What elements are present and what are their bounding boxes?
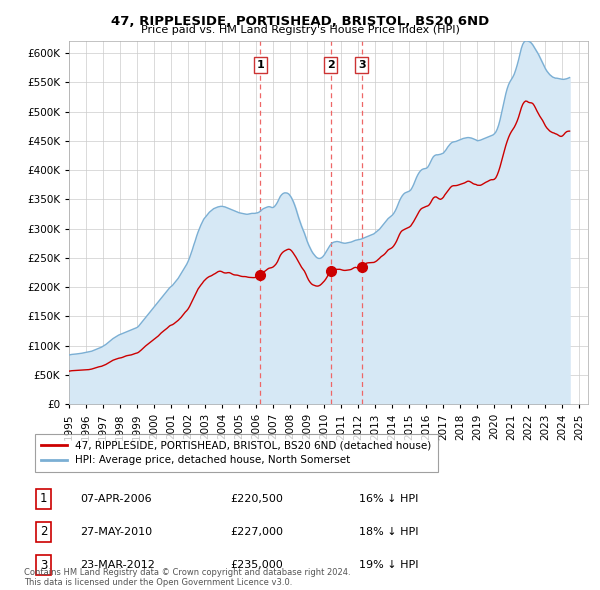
Text: 47, RIPPLESIDE, PORTISHEAD, BRISTOL, BS20 6ND: 47, RIPPLESIDE, PORTISHEAD, BRISTOL, BS2…	[111, 15, 489, 28]
Text: 07-APR-2006: 07-APR-2006	[80, 494, 151, 504]
Text: 3: 3	[40, 559, 47, 572]
Text: 2: 2	[40, 526, 47, 539]
Text: Contains HM Land Registry data © Crown copyright and database right 2024.
This d: Contains HM Land Registry data © Crown c…	[24, 568, 350, 587]
Text: £220,500: £220,500	[230, 494, 283, 504]
Text: 1: 1	[40, 492, 47, 506]
Text: 27-MAY-2010: 27-MAY-2010	[80, 527, 152, 537]
Text: 2: 2	[326, 60, 334, 70]
Text: 19% ↓ HPI: 19% ↓ HPI	[359, 560, 418, 570]
Text: £227,000: £227,000	[230, 527, 283, 537]
Text: Price paid vs. HM Land Registry's House Price Index (HPI): Price paid vs. HM Land Registry's House …	[140, 25, 460, 35]
Text: 18% ↓ HPI: 18% ↓ HPI	[359, 527, 418, 537]
Text: 16% ↓ HPI: 16% ↓ HPI	[359, 494, 418, 504]
Text: £235,000: £235,000	[230, 560, 283, 570]
Legend: 47, RIPPLESIDE, PORTISHEAD, BRISTOL, BS20 6ND (detached house), HPI: Average pri: 47, RIPPLESIDE, PORTISHEAD, BRISTOL, BS2…	[35, 434, 438, 471]
Text: 1: 1	[257, 60, 265, 70]
Text: 3: 3	[358, 60, 365, 70]
Text: 23-MAR-2012: 23-MAR-2012	[80, 560, 155, 570]
